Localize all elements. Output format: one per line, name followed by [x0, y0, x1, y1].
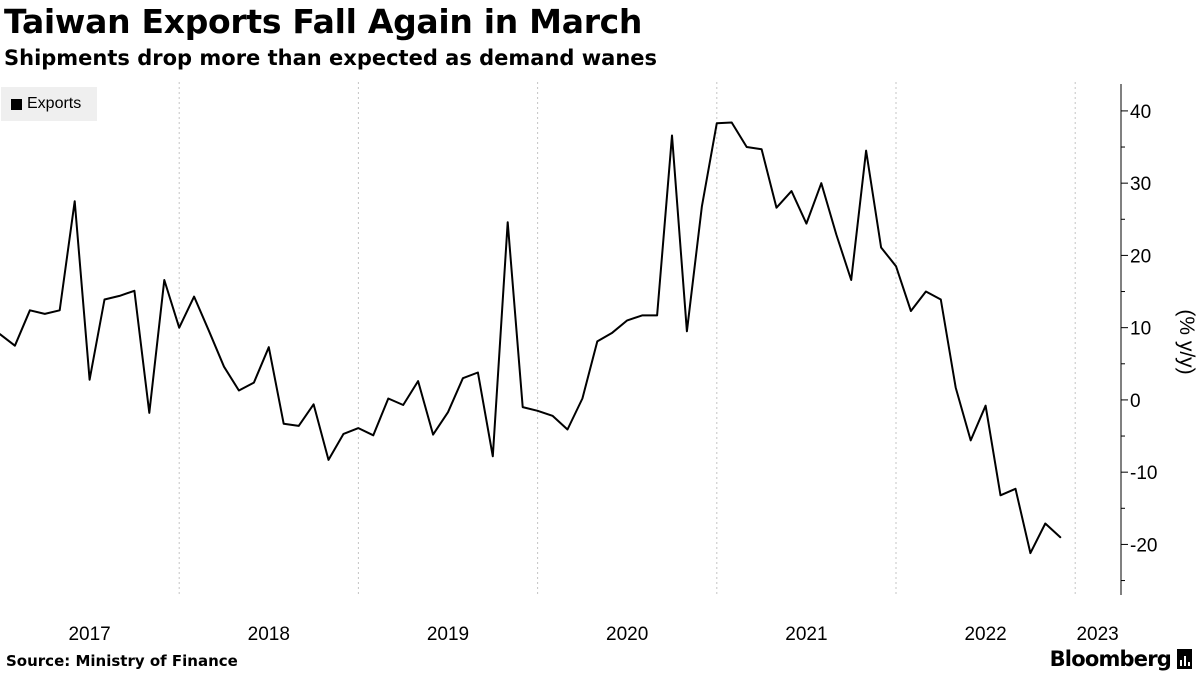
x-tick-label: 2018	[248, 624, 290, 645]
x-tick-label: 2017	[68, 624, 110, 645]
x-tick-label: 2019	[427, 624, 469, 645]
y-tick-label: -10	[1130, 463, 1157, 484]
x-tick-label: 2021	[785, 624, 827, 645]
gridlines	[178, 82, 1076, 595]
x-tick-label: 2023	[1076, 624, 1118, 645]
series-layer	[0, 121, 1062, 555]
chart-subtitle: Shipments drop more than expected as dem…	[4, 46, 658, 70]
bloomberg-logo: Bloomberg	[1050, 647, 1192, 671]
legend: Exports	[1, 87, 97, 121]
y-tick-label: -20	[1130, 535, 1157, 556]
series-line-exports	[0, 121, 1062, 555]
x-axis-ticks: 2017 2018 2019 2020 2021 2022 2023	[68, 624, 1118, 645]
x-tick-label: 2022	[964, 624, 1006, 645]
y-tick-label: 20	[1130, 246, 1151, 267]
legend-swatch-exports	[11, 98, 22, 110]
source-note: Source: Ministry of Finance	[6, 652, 238, 670]
x-tick-label: 2020	[606, 624, 648, 645]
y-tick-label: 40	[1130, 102, 1151, 123]
bloomberg-chart-badge-icon	[1177, 649, 1192, 669]
y-tick-label: 0	[1130, 391, 1141, 412]
chart-title: Taiwan Exports Fall Again in March	[4, 2, 643, 41]
bloomberg-wordmark: Bloomberg	[1049, 647, 1172, 671]
y-axis-title: (% y/y)	[1175, 309, 1198, 374]
legend-label-exports: Exports	[27, 95, 82, 112]
y-tick-label: 10	[1130, 319, 1151, 340]
y-axis-ticks: -20 -10 0 10 20 30 40	[1121, 102, 1157, 582]
y-tick-label: 30	[1130, 174, 1151, 195]
